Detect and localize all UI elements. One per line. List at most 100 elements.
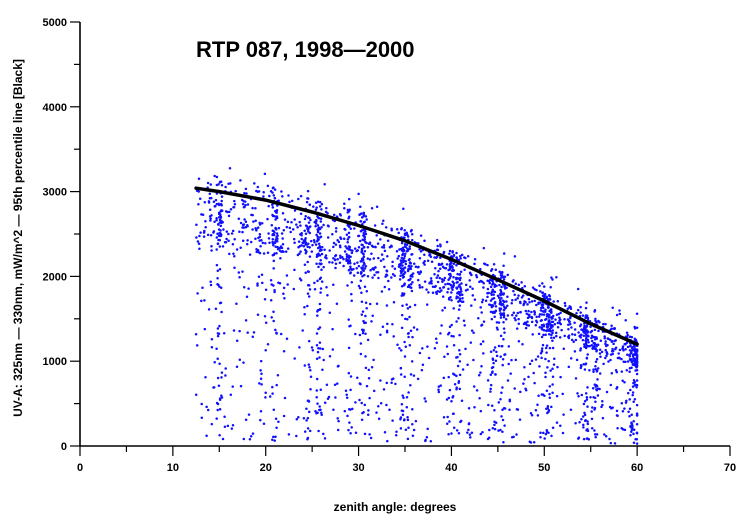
data-point <box>360 216 364 219</box>
data-point <box>280 190 283 193</box>
data-point <box>526 303 529 306</box>
data-point <box>446 415 449 419</box>
data-point <box>377 256 380 260</box>
data-point <box>365 290 369 293</box>
data-point <box>443 355 446 358</box>
data-point <box>273 288 276 292</box>
data-point <box>574 377 578 380</box>
data-point <box>490 279 493 282</box>
data-point <box>300 237 303 241</box>
data-point <box>530 359 534 363</box>
data-point <box>317 429 320 433</box>
data-point <box>527 375 530 379</box>
data-point <box>510 435 514 439</box>
data-point <box>308 288 312 291</box>
data-point <box>585 395 589 399</box>
data-point <box>401 253 404 257</box>
data-point <box>249 434 253 438</box>
data-point <box>399 366 403 370</box>
data-point <box>397 231 400 235</box>
data-point <box>402 207 405 211</box>
data-point <box>324 256 327 259</box>
data-point <box>347 216 350 220</box>
data-point <box>242 205 246 209</box>
data-point <box>368 396 371 400</box>
data-point <box>207 308 211 311</box>
data-point <box>629 351 633 355</box>
data-point <box>283 296 286 300</box>
data-point <box>502 293 505 296</box>
data-point <box>221 437 225 441</box>
data-point <box>349 255 352 258</box>
data-point <box>500 415 503 418</box>
data-point <box>210 249 213 252</box>
data-point <box>408 315 411 319</box>
data-point <box>302 417 306 420</box>
data-point <box>359 279 363 283</box>
data-point <box>332 245 335 249</box>
data-point <box>402 396 405 400</box>
data-point <box>206 408 210 412</box>
data-point <box>618 309 621 312</box>
data-point <box>490 404 494 408</box>
data-point <box>321 368 324 371</box>
data-point <box>620 357 623 361</box>
data-point <box>440 277 444 281</box>
data-point <box>318 308 321 311</box>
data-point <box>449 262 452 265</box>
data-point <box>438 276 441 280</box>
data-point <box>228 210 231 214</box>
data-point <box>364 321 367 325</box>
data-point <box>535 321 539 324</box>
data-point <box>570 338 574 342</box>
data-point <box>453 382 457 386</box>
data-point <box>620 370 624 373</box>
data-point <box>566 318 570 321</box>
data-point <box>365 307 368 310</box>
data-point <box>493 346 497 349</box>
data-point <box>360 300 364 303</box>
data-point <box>625 368 629 372</box>
data-point <box>584 339 587 342</box>
data-point <box>504 318 508 321</box>
data-point <box>493 315 496 319</box>
x-tick-label: 0 <box>77 462 83 474</box>
data-point <box>258 382 261 385</box>
data-point <box>358 286 362 290</box>
data-point <box>450 298 453 302</box>
data-point <box>551 331 554 335</box>
data-point <box>323 401 327 404</box>
data-point <box>273 252 276 255</box>
data-point <box>395 249 399 253</box>
data-point <box>635 438 639 441</box>
data-point <box>567 365 571 369</box>
data-point <box>379 333 382 336</box>
data-point <box>408 344 412 347</box>
data-point <box>519 390 522 394</box>
data-point <box>332 283 335 287</box>
data-point <box>258 251 262 255</box>
data-point <box>418 286 422 289</box>
data-point <box>320 252 324 256</box>
data-point <box>468 433 472 436</box>
data-point <box>218 324 221 328</box>
data-point <box>573 321 576 324</box>
data-point <box>495 326 499 329</box>
data-point <box>406 332 410 335</box>
data-point <box>224 367 227 370</box>
data-point <box>306 438 309 441</box>
data-point <box>379 379 382 382</box>
data-point <box>306 399 310 402</box>
data-point <box>401 264 404 267</box>
data-point <box>575 311 578 315</box>
data-point <box>635 442 639 445</box>
data-point <box>269 189 273 193</box>
data-point <box>475 274 478 277</box>
data-point <box>309 369 312 372</box>
data-point <box>362 234 365 237</box>
data-point <box>526 320 529 324</box>
data-point <box>394 382 397 386</box>
data-point <box>322 358 325 362</box>
data-point <box>284 250 288 253</box>
data-point <box>501 386 504 389</box>
